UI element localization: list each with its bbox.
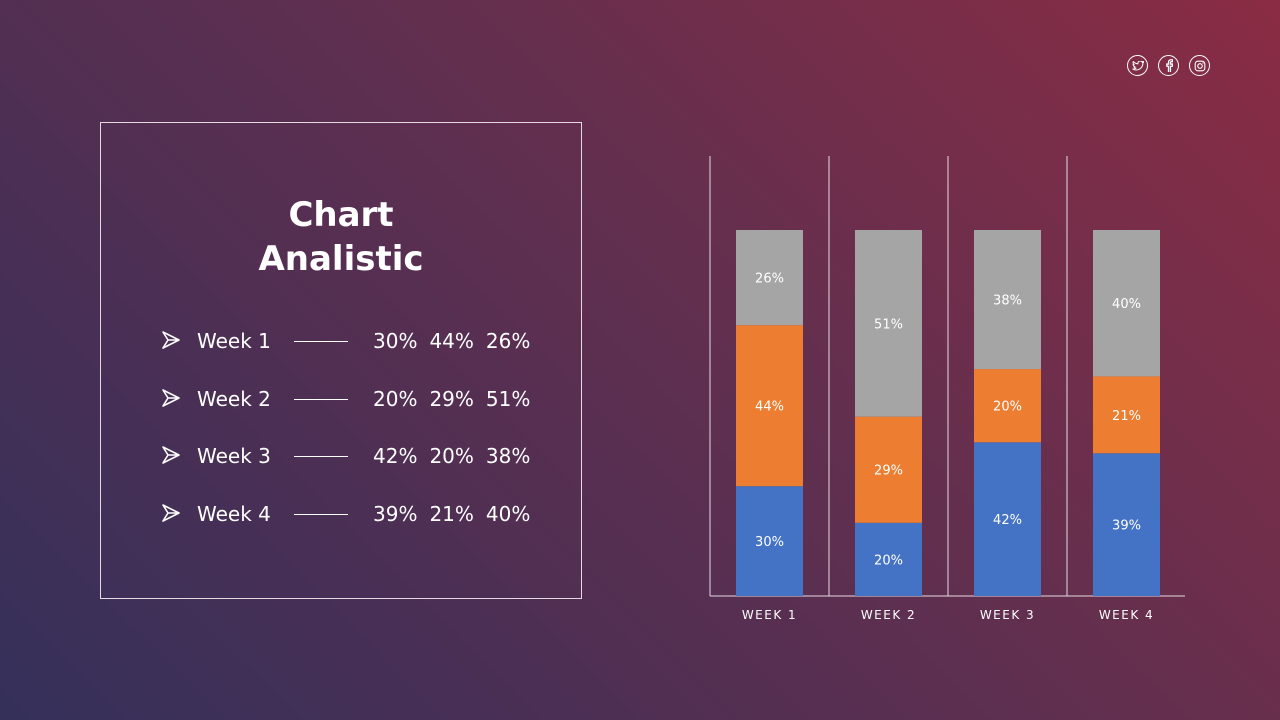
week-row-4: Week 4 39% 21% 40%	[161, 499, 561, 529]
bar-segment	[855, 230, 922, 417]
analysis-panel: Chart Analistic Week 1 30% 44% 26% Week 2 …	[100, 122, 582, 599]
x-tick-label: WEEK 1	[742, 608, 797, 622]
bar-segment	[1093, 453, 1160, 596]
twitter-icon[interactable]	[1127, 55, 1148, 76]
week-values: 30% 44% 26%	[373, 326, 542, 356]
bar-segment	[736, 325, 803, 487]
facebook-icon[interactable]	[1158, 55, 1179, 76]
data-label: 29%	[874, 464, 903, 479]
divider-line	[294, 399, 348, 400]
value: 51%	[485, 387, 531, 411]
week-label: Week 1	[197, 329, 271, 353]
value: 21%	[429, 502, 474, 526]
week-values: 39% 21% 40%	[373, 499, 542, 529]
week-label: Week 4	[197, 502, 271, 526]
instagram-icon[interactable]	[1189, 55, 1210, 76]
title-line-1: Chart	[288, 195, 394, 235]
value: 29%	[429, 387, 474, 411]
title-line-2: Analistic	[258, 239, 424, 279]
week-row-1: Week 1 30% 44% 26%	[161, 326, 561, 356]
arrow-bullet-icon	[162, 331, 180, 349]
bar-segment	[736, 230, 803, 326]
week-values: 20% 29% 51%	[373, 384, 542, 414]
value: 26%	[485, 329, 531, 353]
data-label: 51%	[874, 317, 903, 332]
value: 30%	[373, 329, 418, 353]
value: 42%	[373, 444, 418, 468]
data-label: 20%	[874, 553, 903, 568]
data-label: 30%	[755, 535, 784, 550]
divider-line	[294, 341, 348, 342]
social-links	[1127, 55, 1210, 76]
divider-line	[294, 514, 348, 515]
week-row-3: Week 3 42% 20% 38%	[161, 441, 561, 471]
week-values: 42% 20% 38%	[373, 441, 542, 471]
x-tick-label: WEEK 4	[1099, 608, 1154, 622]
value: 44%	[429, 329, 474, 353]
data-label: 26%	[755, 272, 784, 287]
divider-line	[294, 456, 348, 457]
value: 20%	[373, 387, 418, 411]
bar-segment	[855, 416, 922, 523]
bar-segment	[974, 442, 1041, 596]
data-label: 40%	[1112, 297, 1141, 312]
bar-segment	[974, 369, 1041, 443]
data-label: 20%	[993, 400, 1022, 415]
bar-segment	[974, 230, 1041, 370]
data-label: 42%	[993, 513, 1022, 528]
bar-segment	[1093, 230, 1160, 377]
bar-segment	[1093, 376, 1160, 454]
bar-segment	[855, 522, 922, 596]
x-tick-label: WEEK 2	[861, 608, 916, 622]
week-label: Week 3	[197, 444, 271, 468]
week-label: Week 2	[197, 387, 271, 411]
arrow-bullet-icon	[162, 504, 180, 522]
data-label: 44%	[755, 400, 784, 415]
value: 40%	[485, 502, 531, 526]
value: 38%	[485, 444, 531, 468]
stacked-bar-chart: 30% 44% 26% WEEK 1 20% 29% 51% WEEK 2 42% 20% 38% W…	[709, 156, 1185, 622]
data-label: 38%	[993, 294, 1022, 309]
week-row-2: Week 2 20% 29% 51%	[161, 384, 561, 414]
data-label: 21%	[1112, 409, 1141, 424]
arrow-bullet-icon	[162, 446, 180, 464]
value: 20%	[429, 444, 474, 468]
bar-segment	[736, 486, 803, 596]
panel-title: Chart Analistic	[101, 193, 581, 281]
arrow-bullet-icon	[162, 389, 180, 407]
data-label: 39%	[1112, 519, 1141, 534]
x-tick-label: WEEK 3	[980, 608, 1035, 622]
value: 39%	[373, 502, 418, 526]
